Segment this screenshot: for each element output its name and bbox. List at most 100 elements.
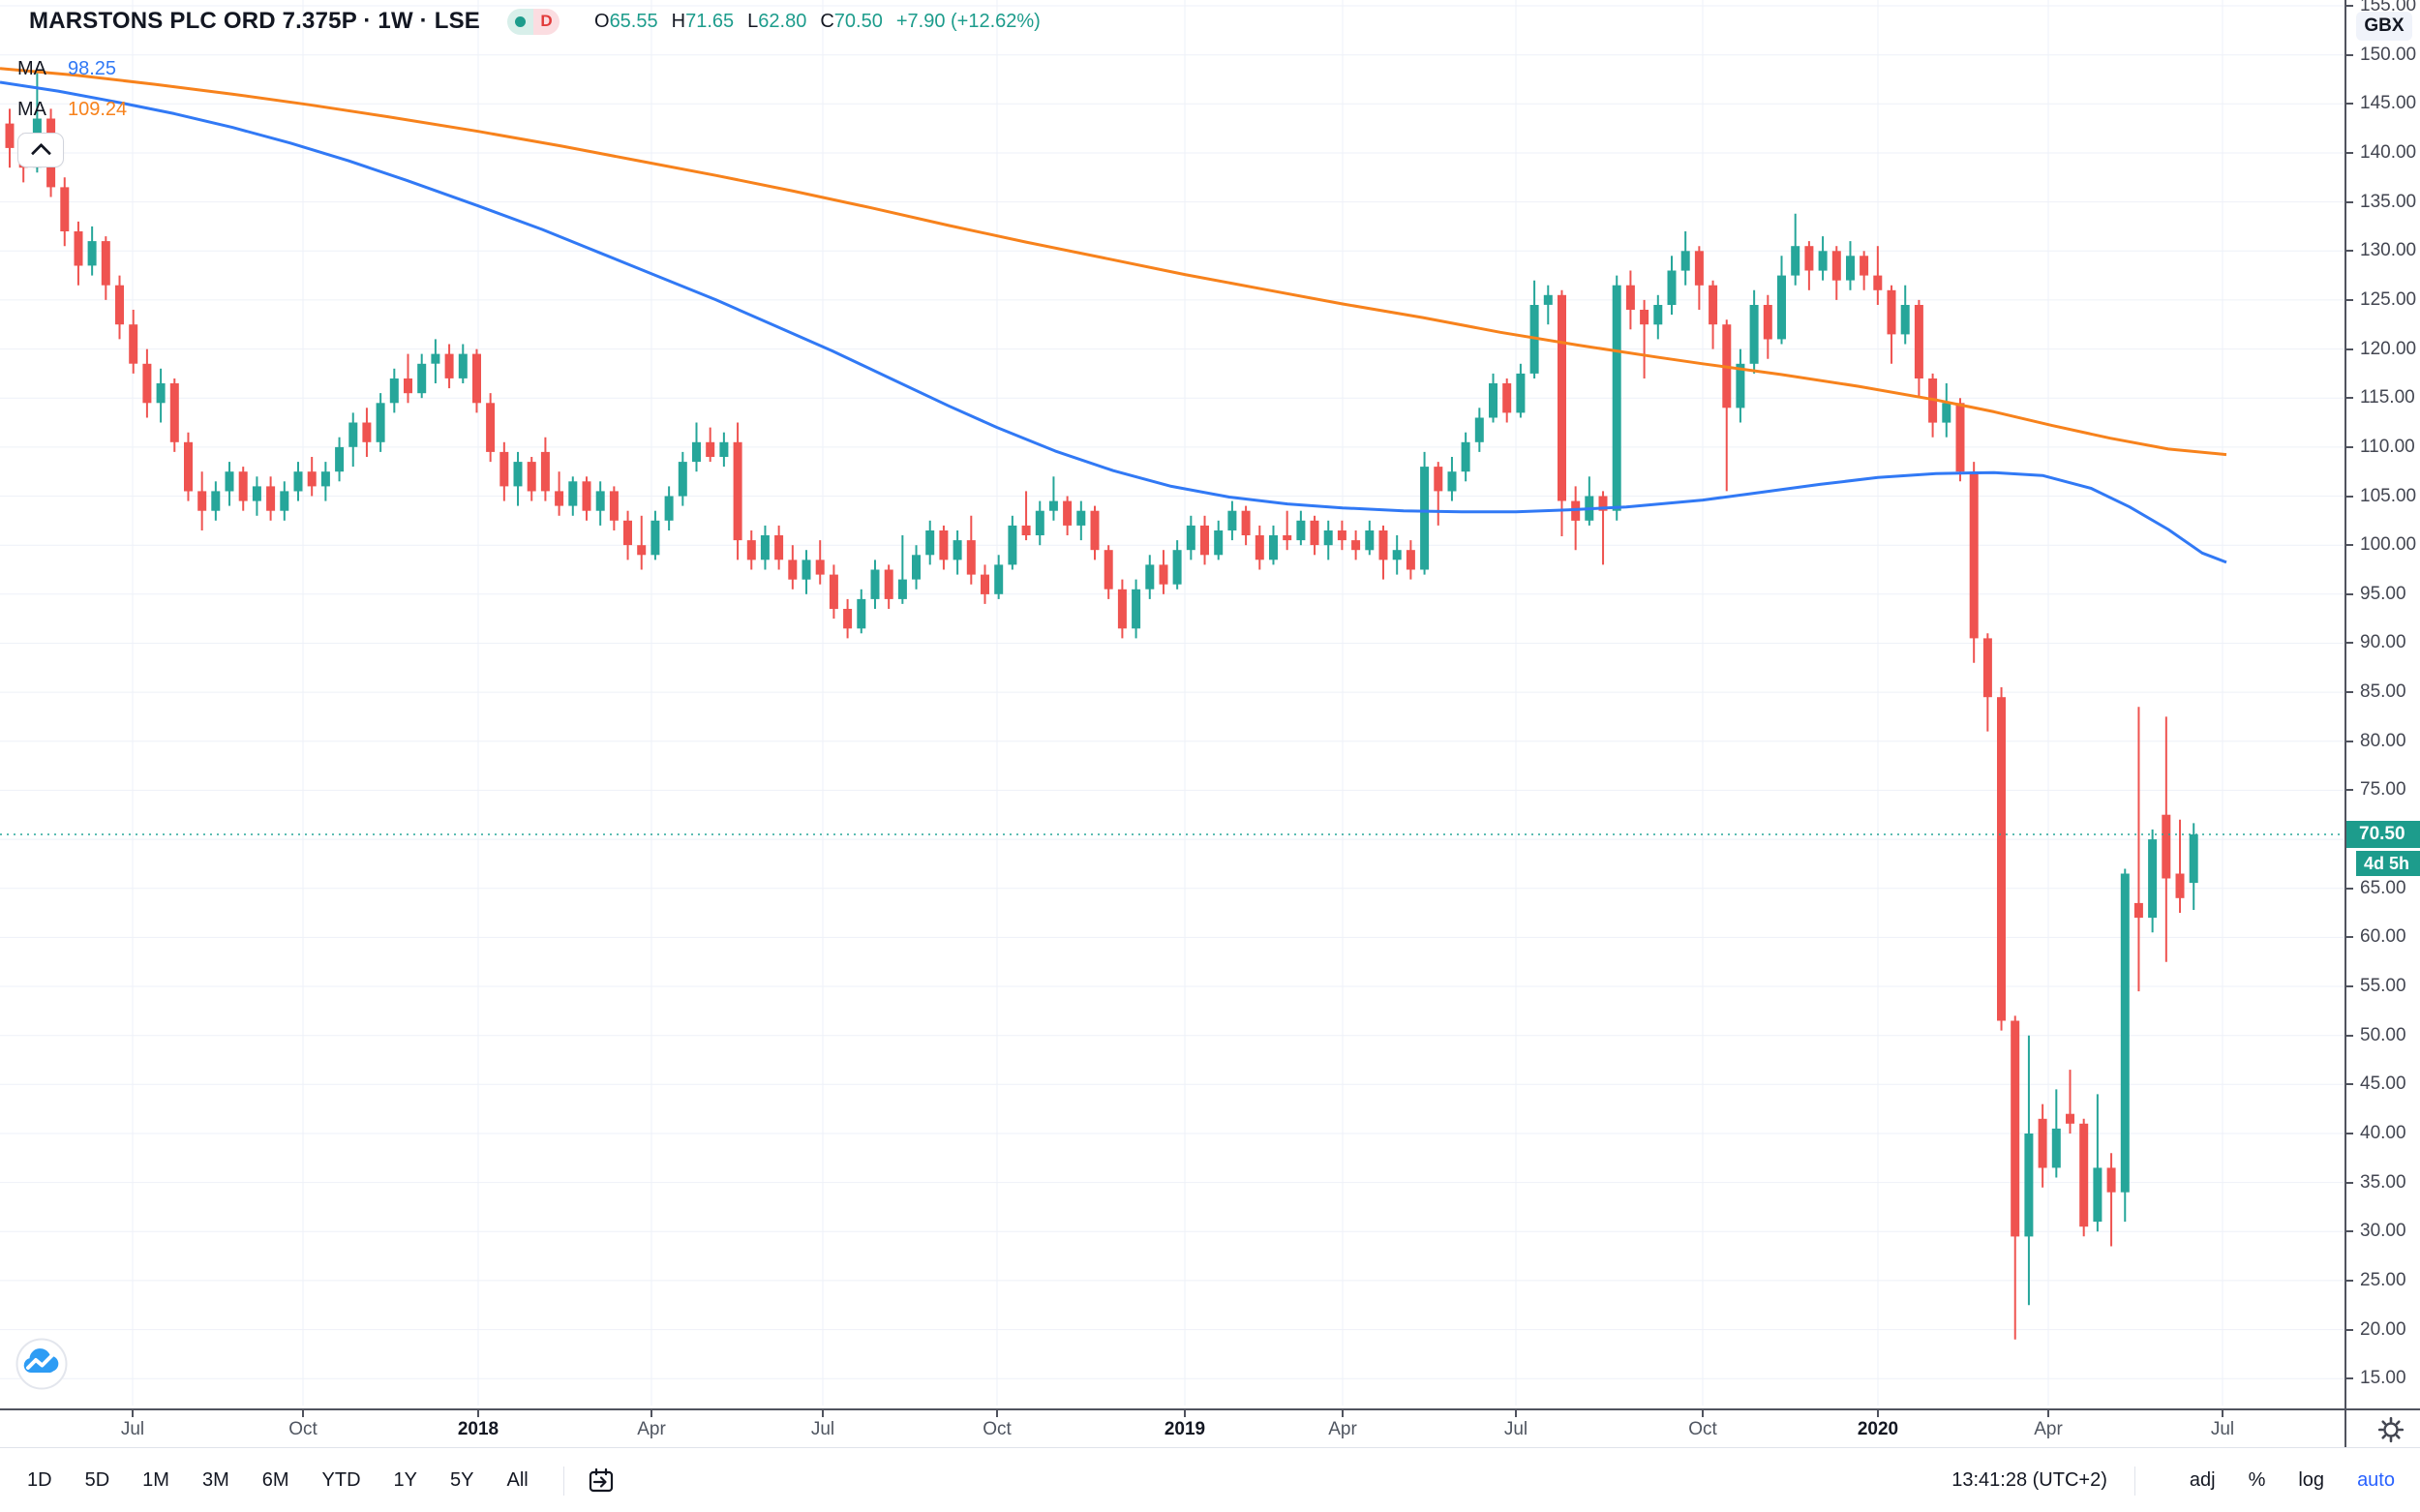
toolbar-divider xyxy=(562,1466,564,1496)
time-label: Jul xyxy=(2210,1419,2235,1439)
price-tick xyxy=(2346,888,2353,890)
candle xyxy=(582,476,591,521)
range-3m[interactable]: 3M xyxy=(201,1469,229,1491)
price-label: 35.00 xyxy=(2360,1172,2406,1193)
candle xyxy=(1186,515,1195,560)
candle xyxy=(692,422,701,472)
candle xyxy=(719,432,729,468)
price-label: 105.00 xyxy=(2360,486,2417,506)
toggle-adj[interactable]: adj xyxy=(2189,1469,2216,1491)
currency-badge[interactable]: GBX xyxy=(2356,12,2412,41)
candle xyxy=(197,471,207,530)
candle xyxy=(472,348,481,413)
ma-fast-line xyxy=(0,80,2227,564)
go-to-date-button[interactable] xyxy=(586,1466,617,1497)
ma-fast-value: 98.25 xyxy=(68,58,117,79)
ma-slow-value: 109.24 xyxy=(68,99,128,120)
ohlc-pair: +7.90 (+12.62%) xyxy=(895,10,1041,32)
candle xyxy=(1461,432,1470,482)
candle xyxy=(637,515,647,570)
range-1m[interactable]: 1M xyxy=(142,1469,169,1491)
candle xyxy=(458,344,468,383)
range-6m[interactable]: 6M xyxy=(261,1469,289,1491)
candle xyxy=(5,108,15,168)
candle xyxy=(431,339,440,383)
ma-legend-fast[interactable]: MA 98.25 xyxy=(17,58,116,80)
price-label: 140.00 xyxy=(2360,142,2417,163)
candle xyxy=(156,368,166,423)
candle xyxy=(1076,500,1086,541)
candle xyxy=(2162,716,2171,962)
range-all[interactable]: All xyxy=(506,1469,529,1491)
clock[interactable]: 13:41:28 (UTC+2) xyxy=(1951,1469,2107,1491)
candle xyxy=(444,344,454,389)
candle xyxy=(252,476,261,516)
candle xyxy=(1791,213,1800,286)
time-axis-settings-button[interactable] xyxy=(2370,1414,2412,1445)
candle xyxy=(2093,1094,2102,1232)
candle xyxy=(966,515,976,585)
ma-label: MA xyxy=(17,99,46,120)
toolbar-divider xyxy=(2133,1466,2135,1496)
chart-canvas[interactable] xyxy=(0,0,2344,1408)
time-tick xyxy=(1877,1410,1879,1417)
candle xyxy=(1763,294,1772,359)
time-axis[interactable]: Jul Oct 2018 Apr Jul Oct 2019 Apr Jul Oct 2020 Apr J… xyxy=(0,1408,2420,1449)
candle xyxy=(1323,520,1333,560)
range-ytd[interactable]: YTD xyxy=(321,1469,361,1491)
candle xyxy=(1997,687,2006,1031)
time-tick xyxy=(477,1410,479,1417)
interval-d-button[interactable]: D xyxy=(533,8,560,35)
price-tick xyxy=(2346,1083,2353,1085)
realtime-dot-icon[interactable] xyxy=(507,8,533,35)
candle xyxy=(335,437,345,482)
range-5d[interactable]: 5D xyxy=(84,1469,110,1491)
toggle-percent[interactable]: % xyxy=(2248,1469,2266,1491)
candle xyxy=(953,530,962,575)
candle xyxy=(513,451,523,506)
candle xyxy=(774,525,784,570)
price-tick xyxy=(2346,496,2353,498)
candle xyxy=(1558,289,1566,536)
range-5y[interactable]: 5Y xyxy=(450,1469,474,1491)
price-label: 50.00 xyxy=(2360,1025,2406,1045)
candle xyxy=(706,427,715,463)
candle xyxy=(897,535,907,604)
last-price-badge: 70.50 xyxy=(2346,821,2420,848)
candle xyxy=(1200,515,1209,565)
candle xyxy=(994,555,1004,599)
symbol-title[interactable]: MARSTONS PLC ORD 7.375P · 1W · LSE xyxy=(29,8,480,34)
toggle-log[interactable]: log xyxy=(2298,1469,2325,1491)
range-1y[interactable]: 1Y xyxy=(393,1469,418,1491)
toggle-auto[interactable]: auto xyxy=(2357,1469,2395,1491)
ohlc-values: O65.55 H71.65 L62.80 C70.50 +7.90 (+12.62%) xyxy=(594,11,1054,33)
candle xyxy=(1942,383,1951,438)
time-label: Oct xyxy=(983,1419,1012,1439)
bottom-toolbar: 1D 5D 1M 3M 6M YTD 1Y 5Y All 13:41:28 (UTC+2) ad… xyxy=(0,1447,2420,1512)
price-label: 95.00 xyxy=(2360,584,2406,604)
interval-toggle[interactable]: D xyxy=(507,8,560,35)
candle xyxy=(2175,819,2185,913)
ma-legend-slow[interactable]: MA 109.24 xyxy=(17,99,127,121)
candle xyxy=(115,275,124,340)
candle xyxy=(870,559,880,609)
price-tick xyxy=(2346,985,2353,987)
candle xyxy=(293,462,303,501)
candle xyxy=(1117,579,1127,639)
candle xyxy=(225,462,234,506)
candle xyxy=(1269,525,1278,565)
candle xyxy=(2024,1035,2034,1306)
candle xyxy=(1104,545,1113,599)
candle xyxy=(266,476,276,521)
price-axis[interactable]: GBX 15.00 20.00 25.00 30.00 35.00 40.00 45.00 5… xyxy=(2344,0,2420,1408)
range-1d[interactable]: 1D xyxy=(27,1469,52,1491)
price-label: 115.00 xyxy=(2360,387,2415,408)
candle xyxy=(238,467,248,511)
candle xyxy=(1694,246,1704,310)
tradingview-logo[interactable] xyxy=(15,1338,68,1390)
time-label: Apr xyxy=(2034,1419,2063,1439)
candle xyxy=(1900,285,1910,345)
legend-collapse-button[interactable] xyxy=(17,133,64,167)
candle xyxy=(1777,256,1786,345)
